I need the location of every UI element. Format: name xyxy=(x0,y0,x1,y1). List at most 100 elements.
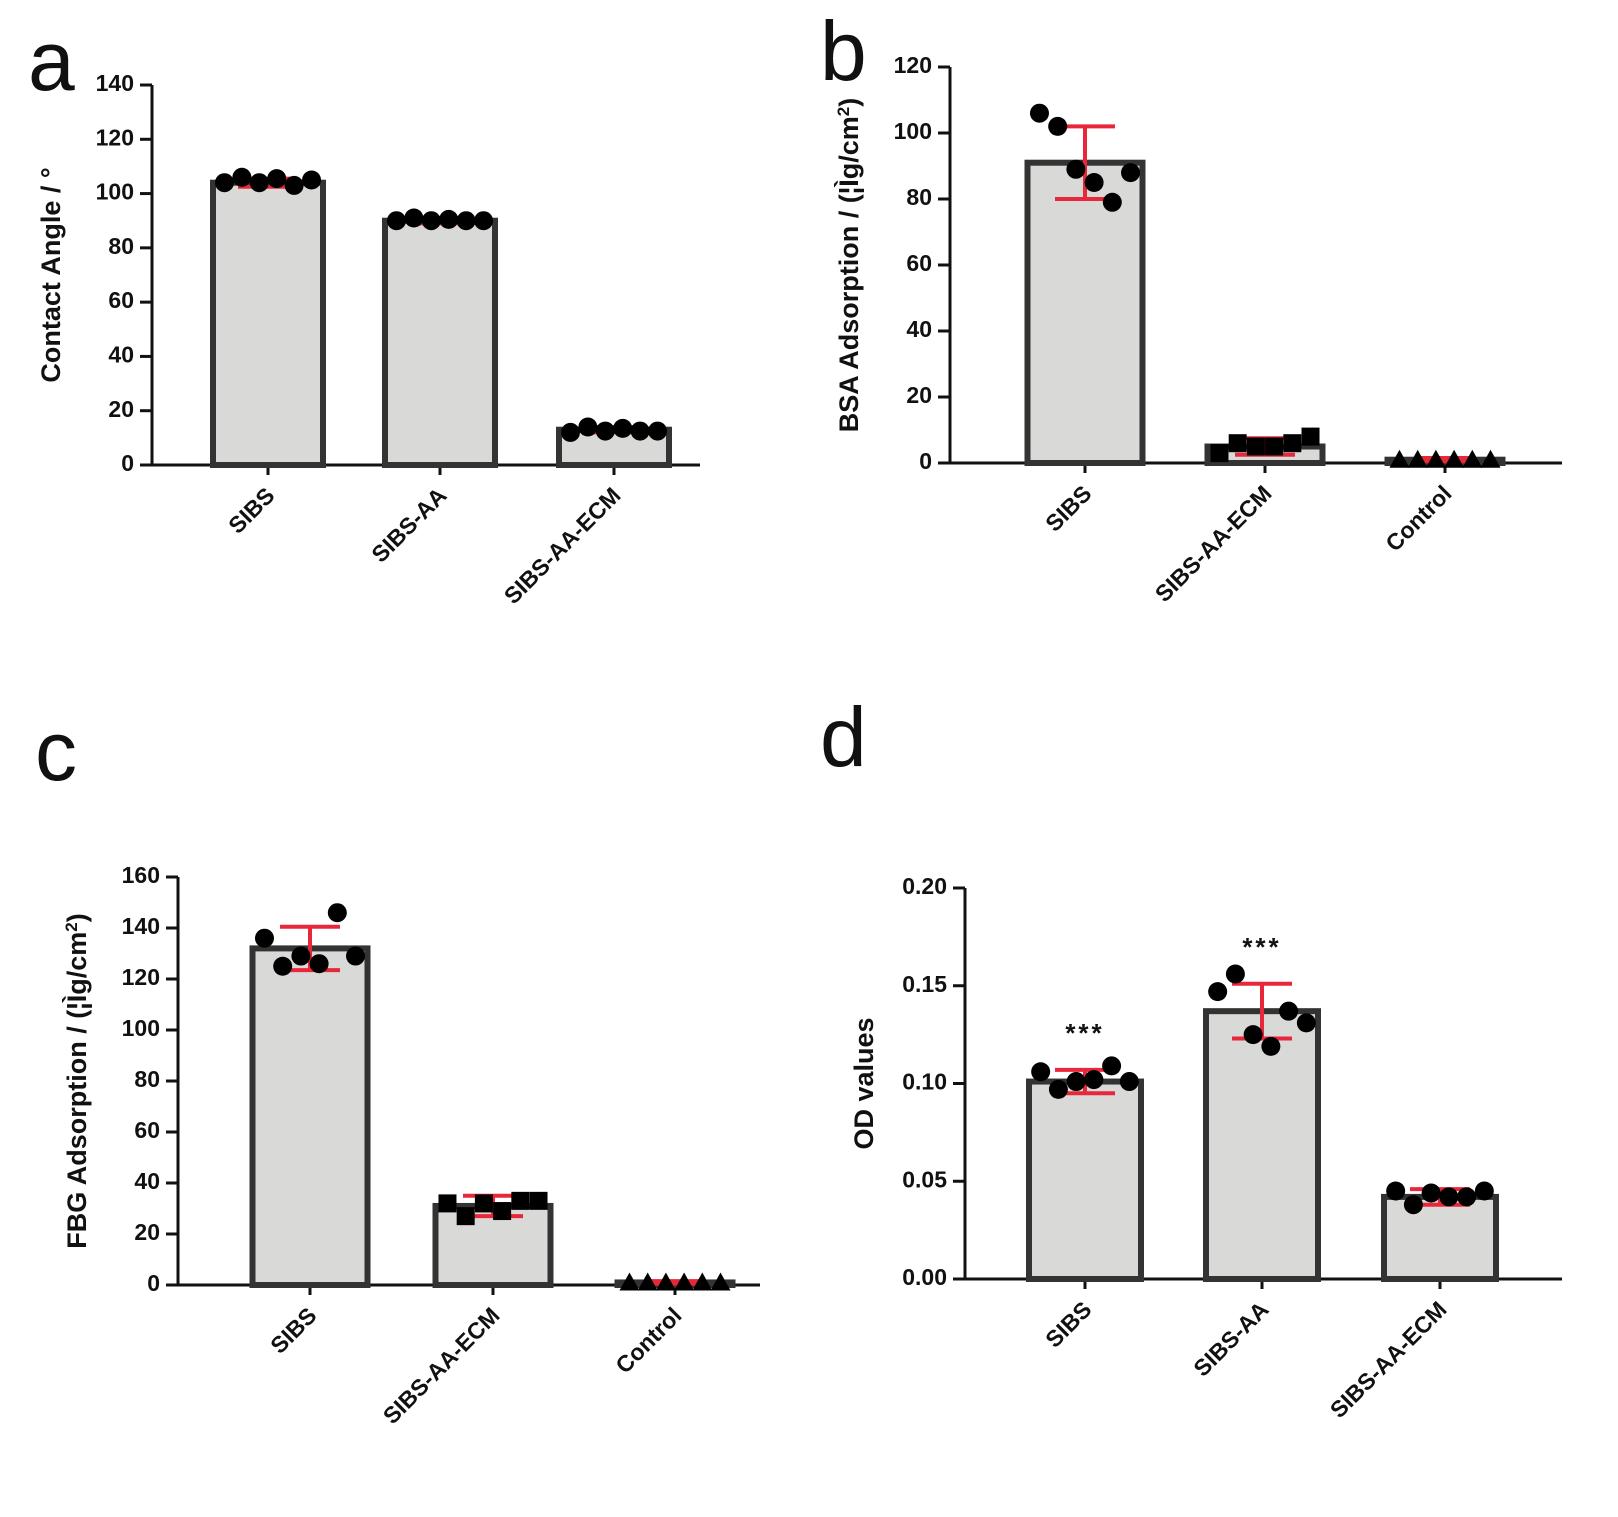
y-axis-label-part: Contact Angle / ° xyxy=(36,167,66,382)
y-tick-label: 20 xyxy=(906,382,932,408)
data-point xyxy=(1031,1062,1051,1082)
y-tick-label: 0.05 xyxy=(902,1166,947,1192)
bar xyxy=(1026,1078,1144,1283)
data-point xyxy=(1119,1072,1139,1092)
data-point xyxy=(1228,434,1247,453)
data-point xyxy=(1296,1013,1316,1033)
data-point xyxy=(1102,1056,1122,1076)
panel-label: a xyxy=(28,14,75,108)
data-point xyxy=(613,418,633,438)
data-point xyxy=(1480,449,1501,468)
data-point xyxy=(1066,159,1086,179)
x-tick-label: SIBS-AA-ECM xyxy=(378,1302,505,1429)
data-point xyxy=(1225,964,1245,984)
data-point xyxy=(284,175,304,195)
data-point xyxy=(309,954,329,974)
data-point xyxy=(529,1191,548,1210)
y-tick-label: 120 xyxy=(894,52,932,78)
data-point xyxy=(637,1272,658,1291)
data-point xyxy=(1425,449,1446,468)
y-axis-label-part: ) xyxy=(62,913,92,922)
data-point xyxy=(578,417,598,437)
data-point xyxy=(1208,982,1228,1002)
data-point xyxy=(267,169,287,189)
data-point xyxy=(254,928,274,948)
data-point xyxy=(619,1272,640,1291)
x-tick-label: SIBS xyxy=(223,482,279,538)
y-tick-label: 140 xyxy=(96,70,134,96)
data-point xyxy=(273,956,293,976)
panel: c FBG Adsorption / (¦Ìg/cm2) 0 20 40 60 80 100 1… xyxy=(35,704,760,1429)
data-point xyxy=(1084,173,1104,192)
y-tick-label: 60 xyxy=(134,1117,160,1143)
significance-label: *** xyxy=(1065,1018,1104,1048)
data-point xyxy=(1386,1181,1406,1201)
data-point xyxy=(474,1194,493,1213)
data-point xyxy=(456,211,476,231)
data-point xyxy=(1474,1181,1494,1201)
x-tick-label: SIBS xyxy=(1040,480,1096,536)
y-axis-label: Contact Angle / ° xyxy=(36,167,66,382)
y-axis-label-part: ) xyxy=(834,98,864,107)
data-point xyxy=(1439,1187,1459,1207)
y-tick-label: 0.00 xyxy=(902,1264,947,1290)
y-tick-label: 0 xyxy=(147,1270,160,1296)
data-point xyxy=(655,1272,676,1291)
y-tick-label: 120 xyxy=(122,964,160,990)
data-point xyxy=(1048,116,1068,136)
data-point xyxy=(692,1272,713,1291)
data-point xyxy=(1210,444,1229,463)
y-tick-label: 20 xyxy=(134,1219,160,1245)
data-point xyxy=(648,421,668,441)
y-tick-label: 100 xyxy=(894,118,932,144)
significance-label: *** xyxy=(1242,932,1281,962)
data-point xyxy=(1389,449,1410,468)
bar xyxy=(249,945,371,1289)
x-tick-label: SIBS-AA xyxy=(1188,1296,1273,1381)
data-point xyxy=(1403,1195,1423,1215)
y-tick-label: 40 xyxy=(134,1168,160,1194)
bar xyxy=(1024,159,1146,466)
y-tick-label: 0.15 xyxy=(902,971,947,997)
data-point xyxy=(1279,1001,1299,1021)
data-point xyxy=(1029,103,1049,123)
data-point xyxy=(1066,1072,1086,1092)
x-tick-label: SIBS-AA-ECM xyxy=(499,482,626,609)
y-axis-label: OD values xyxy=(849,1017,879,1149)
y-axis-label-part: 2 xyxy=(834,107,853,116)
data-point xyxy=(560,422,580,442)
y-tick-label: 140 xyxy=(122,913,160,939)
x-tick-label: Control xyxy=(1380,480,1456,556)
data-point xyxy=(493,1202,512,1221)
bar xyxy=(382,217,498,468)
panel-label: b xyxy=(820,4,867,98)
y-axis-label-part: OD values xyxy=(849,1017,879,1149)
panel: a Contact Angle / ° 0 20 40 60 80 100 120 140 SIBS… xyxy=(28,14,700,609)
bar xyxy=(210,179,326,468)
panel-label: d xyxy=(820,690,867,784)
y-tick-label: 0 xyxy=(121,450,134,476)
data-point xyxy=(511,1191,530,1210)
x-tick-label: SIBS xyxy=(1040,1296,1096,1352)
y-tick-label: 100 xyxy=(96,179,134,205)
bar xyxy=(1381,1193,1499,1283)
y-tick-label: 60 xyxy=(906,250,932,276)
y-axis-label-part: 2 xyxy=(62,922,81,931)
y-tick-label: 120 xyxy=(96,124,134,150)
data-point xyxy=(421,211,441,231)
data-point xyxy=(291,946,311,966)
data-point xyxy=(674,1272,695,1291)
data-point xyxy=(1246,437,1265,456)
data-point xyxy=(456,1207,475,1226)
x-tick-label: SIBS-AA xyxy=(366,482,451,567)
data-point xyxy=(438,1194,457,1213)
data-point xyxy=(710,1272,731,1291)
y-tick-label: 80 xyxy=(134,1066,160,1092)
y-tick-label: 80 xyxy=(108,233,134,259)
panel-label: c xyxy=(35,704,77,798)
data-point xyxy=(1444,449,1465,468)
y-tick-label: 160 xyxy=(122,862,160,888)
data-point xyxy=(1421,1183,1441,1203)
